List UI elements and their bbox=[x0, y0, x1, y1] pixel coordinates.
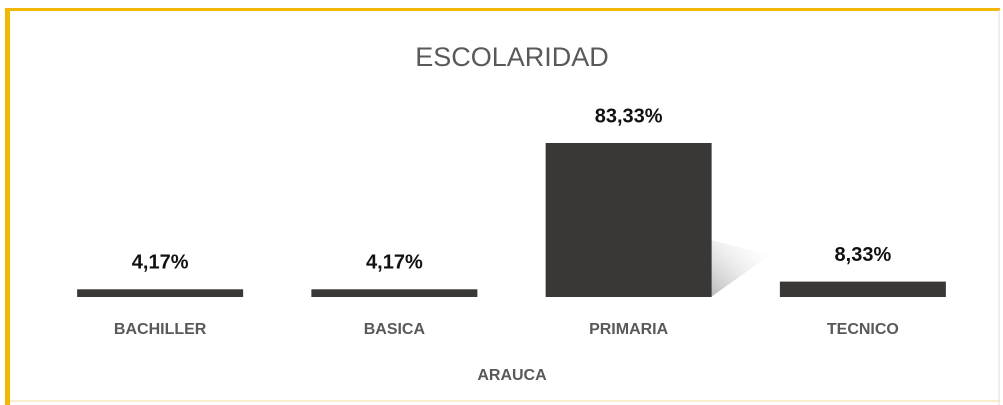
x-tick-label: BACHILLER bbox=[114, 321, 207, 338]
data-label: 4,17% bbox=[366, 252, 423, 274]
data-label: 4,17% bbox=[132, 252, 189, 274]
bar-shadow bbox=[711, 240, 770, 297]
x-axis-label: ARAUCA bbox=[477, 367, 547, 384]
data-label: 8,33% bbox=[835, 244, 892, 266]
bar bbox=[779, 281, 946, 297]
frame-top bbox=[5, 8, 1000, 11]
bar bbox=[311, 289, 478, 297]
frame-left bbox=[5, 8, 10, 405]
data-label: 83,33% bbox=[595, 105, 663, 127]
bar bbox=[545, 143, 712, 297]
x-tick-label: PRIMARIA bbox=[589, 321, 669, 338]
x-tick-label: TECNICO bbox=[827, 321, 899, 338]
chart-title: ESCOLARIDAD bbox=[415, 42, 609, 72]
bar bbox=[77, 289, 244, 297]
x-tick-label: BASICA bbox=[364, 321, 426, 338]
